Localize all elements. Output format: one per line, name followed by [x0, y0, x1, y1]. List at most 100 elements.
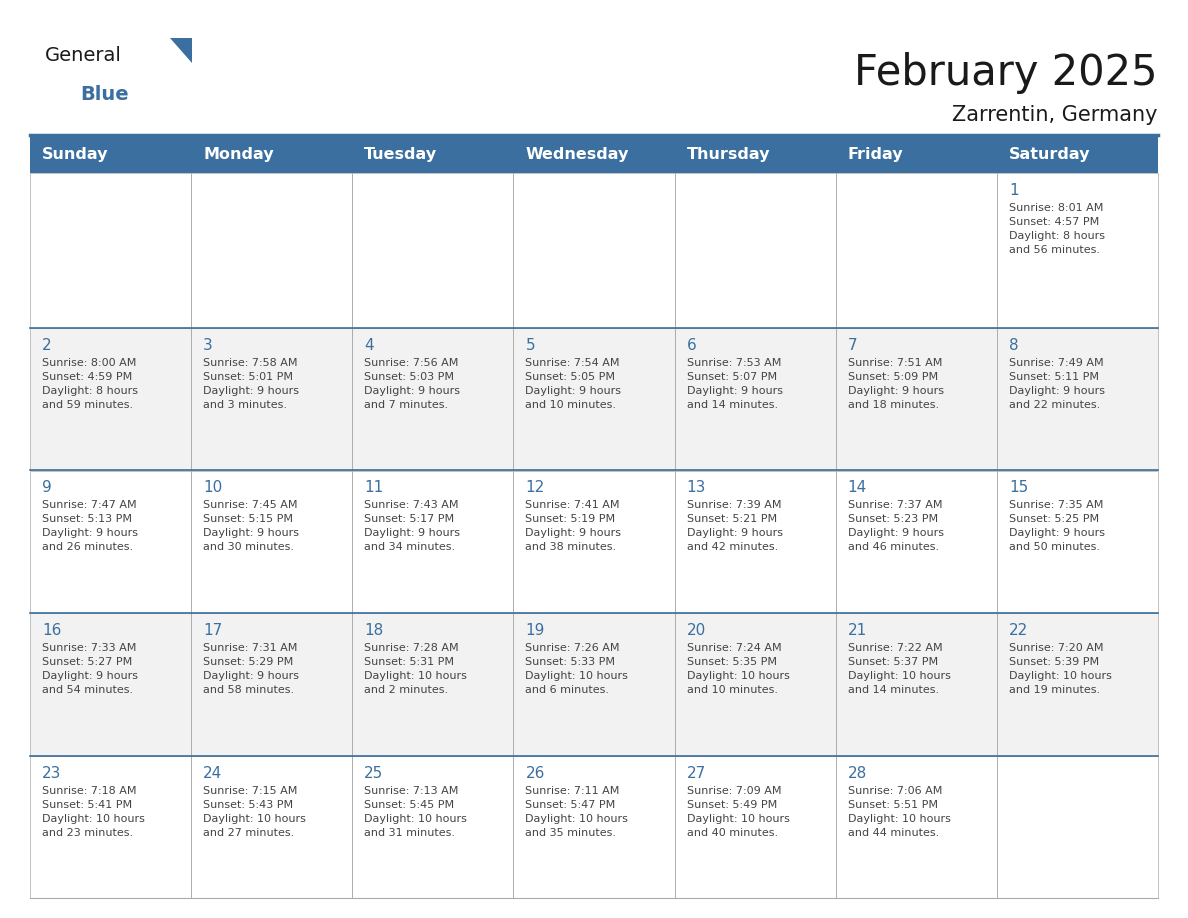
Text: 26: 26: [525, 766, 545, 780]
Text: Wednesday: Wednesday: [525, 147, 628, 162]
Bar: [191, 613, 353, 756]
Text: Sunrise: 7:37 AM
Sunset: 5:23 PM
Daylight: 9 hours
and 46 minutes.: Sunrise: 7:37 AM Sunset: 5:23 PM Dayligh…: [848, 500, 943, 553]
Text: Sunrise: 7:35 AM
Sunset: 5:25 PM
Daylight: 9 hours
and 50 minutes.: Sunrise: 7:35 AM Sunset: 5:25 PM Dayligh…: [1009, 500, 1105, 553]
Text: 22: 22: [1009, 623, 1028, 638]
Text: Sunrise: 7:18 AM
Sunset: 5:41 PM
Daylight: 10 hours
and 23 minutes.: Sunrise: 7:18 AM Sunset: 5:41 PM Dayligh…: [42, 786, 145, 837]
Text: Sunday: Sunday: [42, 147, 108, 162]
Bar: [997, 328, 1158, 471]
Bar: [513, 613, 675, 756]
Text: Sunrise: 7:11 AM
Sunset: 5:47 PM
Daylight: 10 hours
and 35 minutes.: Sunrise: 7:11 AM Sunset: 5:47 PM Dayligh…: [525, 786, 628, 837]
Text: Sunrise: 7:54 AM
Sunset: 5:05 PM
Daylight: 9 hours
and 10 minutes.: Sunrise: 7:54 AM Sunset: 5:05 PM Dayligh…: [525, 358, 621, 410]
Text: Sunrise: 8:01 AM
Sunset: 4:57 PM
Daylight: 8 hours
and 56 minutes.: Sunrise: 8:01 AM Sunset: 4:57 PM Dayligh…: [1009, 203, 1105, 255]
Text: 8: 8: [1009, 338, 1018, 353]
Text: 14: 14: [848, 480, 867, 496]
Text: Saturday: Saturday: [1009, 147, 1091, 162]
Text: Zarrentin, Germany: Zarrentin, Germany: [953, 105, 1158, 125]
Text: Sunrise: 7:15 AM
Sunset: 5:43 PM
Daylight: 10 hours
and 27 minutes.: Sunrise: 7:15 AM Sunset: 5:43 PM Dayligh…: [203, 786, 307, 837]
Bar: [835, 328, 997, 471]
Text: 2: 2: [42, 338, 51, 353]
Text: Tuesday: Tuesday: [365, 147, 437, 162]
Text: 1: 1: [1009, 183, 1018, 198]
Text: General: General: [45, 46, 122, 64]
Text: 23: 23: [42, 766, 62, 780]
Bar: [30, 471, 191, 613]
Text: 7: 7: [848, 338, 858, 353]
Text: 27: 27: [687, 766, 706, 780]
Text: Sunrise: 7:47 AM
Sunset: 5:13 PM
Daylight: 9 hours
and 26 minutes.: Sunrise: 7:47 AM Sunset: 5:13 PM Dayligh…: [42, 500, 138, 553]
Bar: [353, 328, 513, 471]
Text: 6: 6: [687, 338, 696, 353]
Text: Sunrise: 7:56 AM
Sunset: 5:03 PM
Daylight: 9 hours
and 7 minutes.: Sunrise: 7:56 AM Sunset: 5:03 PM Dayligh…: [365, 358, 460, 410]
Bar: [353, 173, 513, 328]
Bar: [997, 173, 1158, 328]
Bar: [997, 613, 1158, 756]
Text: Sunrise: 7:26 AM
Sunset: 5:33 PM
Daylight: 10 hours
and 6 minutes.: Sunrise: 7:26 AM Sunset: 5:33 PM Dayligh…: [525, 643, 628, 695]
Bar: [675, 328, 835, 471]
Bar: [997, 756, 1158, 898]
Text: Sunrise: 7:39 AM
Sunset: 5:21 PM
Daylight: 9 hours
and 42 minutes.: Sunrise: 7:39 AM Sunset: 5:21 PM Dayligh…: [687, 500, 783, 553]
Text: Blue: Blue: [80, 85, 128, 105]
Text: Sunrise: 7:51 AM
Sunset: 5:09 PM
Daylight: 9 hours
and 18 minutes.: Sunrise: 7:51 AM Sunset: 5:09 PM Dayligh…: [848, 358, 943, 410]
Bar: [513, 471, 675, 613]
Text: Thursday: Thursday: [687, 147, 770, 162]
Bar: [675, 613, 835, 756]
Bar: [513, 756, 675, 898]
Bar: [30, 135, 1158, 173]
Text: Monday: Monday: [203, 147, 273, 162]
Bar: [353, 756, 513, 898]
Bar: [191, 173, 353, 328]
Text: Sunrise: 8:00 AM
Sunset: 4:59 PM
Daylight: 8 hours
and 59 minutes.: Sunrise: 8:00 AM Sunset: 4:59 PM Dayligh…: [42, 358, 138, 410]
Text: Sunrise: 7:41 AM
Sunset: 5:19 PM
Daylight: 9 hours
and 38 minutes.: Sunrise: 7:41 AM Sunset: 5:19 PM Dayligh…: [525, 500, 621, 553]
Text: Sunrise: 7:09 AM
Sunset: 5:49 PM
Daylight: 10 hours
and 40 minutes.: Sunrise: 7:09 AM Sunset: 5:49 PM Dayligh…: [687, 786, 790, 837]
Text: Sunrise: 7:43 AM
Sunset: 5:17 PM
Daylight: 9 hours
and 34 minutes.: Sunrise: 7:43 AM Sunset: 5:17 PM Dayligh…: [365, 500, 460, 553]
Bar: [191, 471, 353, 613]
Bar: [835, 173, 997, 328]
Text: 15: 15: [1009, 480, 1028, 496]
Text: 4: 4: [365, 338, 374, 353]
Text: 21: 21: [848, 623, 867, 638]
Bar: [30, 173, 191, 328]
Text: 28: 28: [848, 766, 867, 780]
Bar: [835, 613, 997, 756]
Bar: [30, 613, 191, 756]
Text: 9: 9: [42, 480, 52, 496]
Bar: [513, 173, 675, 328]
Text: 24: 24: [203, 766, 222, 780]
Text: 5: 5: [525, 338, 535, 353]
Bar: [191, 328, 353, 471]
Text: 11: 11: [365, 480, 384, 496]
Text: Sunrise: 7:53 AM
Sunset: 5:07 PM
Daylight: 9 hours
and 14 minutes.: Sunrise: 7:53 AM Sunset: 5:07 PM Dayligh…: [687, 358, 783, 410]
Bar: [675, 471, 835, 613]
Text: Sunrise: 7:20 AM
Sunset: 5:39 PM
Daylight: 10 hours
and 19 minutes.: Sunrise: 7:20 AM Sunset: 5:39 PM Dayligh…: [1009, 643, 1112, 695]
Bar: [191, 756, 353, 898]
Text: 12: 12: [525, 480, 544, 496]
Bar: [353, 471, 513, 613]
Bar: [30, 756, 191, 898]
Text: Sunrise: 7:22 AM
Sunset: 5:37 PM
Daylight: 10 hours
and 14 minutes.: Sunrise: 7:22 AM Sunset: 5:37 PM Dayligh…: [848, 643, 950, 695]
Text: February 2025: February 2025: [854, 52, 1158, 94]
Text: 13: 13: [687, 480, 706, 496]
Text: Sunrise: 7:06 AM
Sunset: 5:51 PM
Daylight: 10 hours
and 44 minutes.: Sunrise: 7:06 AM Sunset: 5:51 PM Dayligh…: [848, 786, 950, 837]
Text: Sunrise: 7:49 AM
Sunset: 5:11 PM
Daylight: 9 hours
and 22 minutes.: Sunrise: 7:49 AM Sunset: 5:11 PM Dayligh…: [1009, 358, 1105, 410]
Bar: [835, 471, 997, 613]
Bar: [675, 173, 835, 328]
Text: 18: 18: [365, 623, 384, 638]
Text: 17: 17: [203, 623, 222, 638]
Text: 3: 3: [203, 338, 213, 353]
Text: Sunrise: 7:13 AM
Sunset: 5:45 PM
Daylight: 10 hours
and 31 minutes.: Sunrise: 7:13 AM Sunset: 5:45 PM Dayligh…: [365, 786, 467, 837]
Text: Sunrise: 7:28 AM
Sunset: 5:31 PM
Daylight: 10 hours
and 2 minutes.: Sunrise: 7:28 AM Sunset: 5:31 PM Dayligh…: [365, 643, 467, 695]
Text: 25: 25: [365, 766, 384, 780]
Text: Sunrise: 7:33 AM
Sunset: 5:27 PM
Daylight: 9 hours
and 54 minutes.: Sunrise: 7:33 AM Sunset: 5:27 PM Dayligh…: [42, 643, 138, 695]
Text: 20: 20: [687, 623, 706, 638]
Text: Sunrise: 7:58 AM
Sunset: 5:01 PM
Daylight: 9 hours
and 3 minutes.: Sunrise: 7:58 AM Sunset: 5:01 PM Dayligh…: [203, 358, 299, 410]
Bar: [997, 471, 1158, 613]
Text: 16: 16: [42, 623, 62, 638]
Polygon shape: [170, 38, 192, 63]
Bar: [675, 756, 835, 898]
Text: 10: 10: [203, 480, 222, 496]
Bar: [353, 613, 513, 756]
Bar: [30, 328, 191, 471]
Text: Sunrise: 7:45 AM
Sunset: 5:15 PM
Daylight: 9 hours
and 30 minutes.: Sunrise: 7:45 AM Sunset: 5:15 PM Dayligh…: [203, 500, 299, 553]
Text: Sunrise: 7:24 AM
Sunset: 5:35 PM
Daylight: 10 hours
and 10 minutes.: Sunrise: 7:24 AM Sunset: 5:35 PM Dayligh…: [687, 643, 790, 695]
Bar: [835, 756, 997, 898]
